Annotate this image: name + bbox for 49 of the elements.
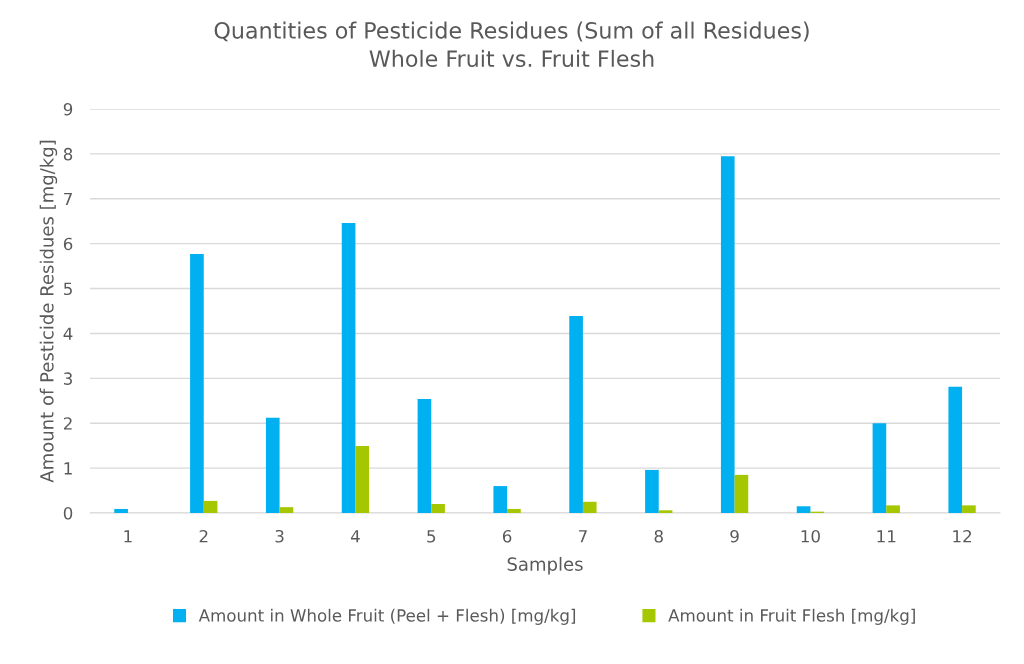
bar bbox=[948, 386, 963, 513]
y-tick-label: 1 bbox=[64, 462, 72, 475]
bar bbox=[734, 474, 749, 513]
bar bbox=[279, 507, 294, 513]
bar bbox=[355, 446, 370, 513]
y-tick-label: 7 bbox=[64, 192, 72, 206]
x-tick-label: 3 bbox=[275, 529, 284, 543]
x-tick-label: 1 bbox=[124, 530, 132, 543]
legend-label: Amount in Whole Fruit (Peel + Flesh) [mg/kg] bbox=[198, 608, 576, 625]
bar bbox=[203, 500, 218, 513]
y-tick-label: 3 bbox=[64, 372, 72, 385]
x-tick-label: 7 bbox=[578, 530, 587, 543]
bar bbox=[190, 253, 204, 513]
bar bbox=[341, 223, 356, 513]
bar bbox=[582, 501, 597, 513]
x-tick-label: 5 bbox=[427, 530, 436, 543]
y-tick-label: 6 bbox=[63, 237, 73, 251]
chart-title: Quantities of Pesticide Residues (Sum of all Residues) Whole Fruit vs. Fruit Flesh bbox=[214, 21, 809, 68]
x-tick-label: 4 bbox=[350, 530, 360, 543]
x-axis-title: Samples bbox=[507, 556, 583, 575]
bar bbox=[720, 156, 735, 513]
y-tick-label: 0 bbox=[63, 506, 73, 520]
legend-label: Amount in Fruit Flesh [mg/kg] bbox=[668, 608, 915, 625]
bar bbox=[265, 417, 280, 513]
y-tick-label: 2 bbox=[63, 417, 72, 430]
x-tick-label: 9 bbox=[730, 529, 739, 543]
bar bbox=[962, 505, 976, 513]
bar bbox=[493, 486, 508, 513]
bar bbox=[114, 508, 128, 513]
y-tick-label: 9 bbox=[63, 102, 73, 116]
x-tick-label: 8 bbox=[654, 529, 663, 543]
bar bbox=[645, 469, 659, 513]
x-tick-label: 2 bbox=[199, 529, 208, 543]
y-tick-label: 8 bbox=[63, 147, 73, 161]
bar bbox=[431, 504, 445, 513]
x-tick-label: 10 bbox=[801, 529, 820, 543]
bar bbox=[507, 508, 521, 513]
bar bbox=[872, 423, 887, 513]
x-tick-label: 11 bbox=[877, 530, 896, 543]
y-tick-label: 4 bbox=[63, 327, 73, 340]
bar bbox=[796, 506, 811, 513]
x-tick-label: 12 bbox=[953, 529, 972, 543]
y-tick-label: 5 bbox=[64, 282, 72, 296]
x-tick-label: 6 bbox=[502, 529, 512, 543]
bar bbox=[417, 398, 432, 513]
bar bbox=[569, 315, 583, 513]
bar bbox=[886, 505, 900, 513]
y-axis-title: Amount of Pesticide Residues [mg/kg] bbox=[39, 140, 58, 483]
bar bbox=[658, 510, 673, 513]
